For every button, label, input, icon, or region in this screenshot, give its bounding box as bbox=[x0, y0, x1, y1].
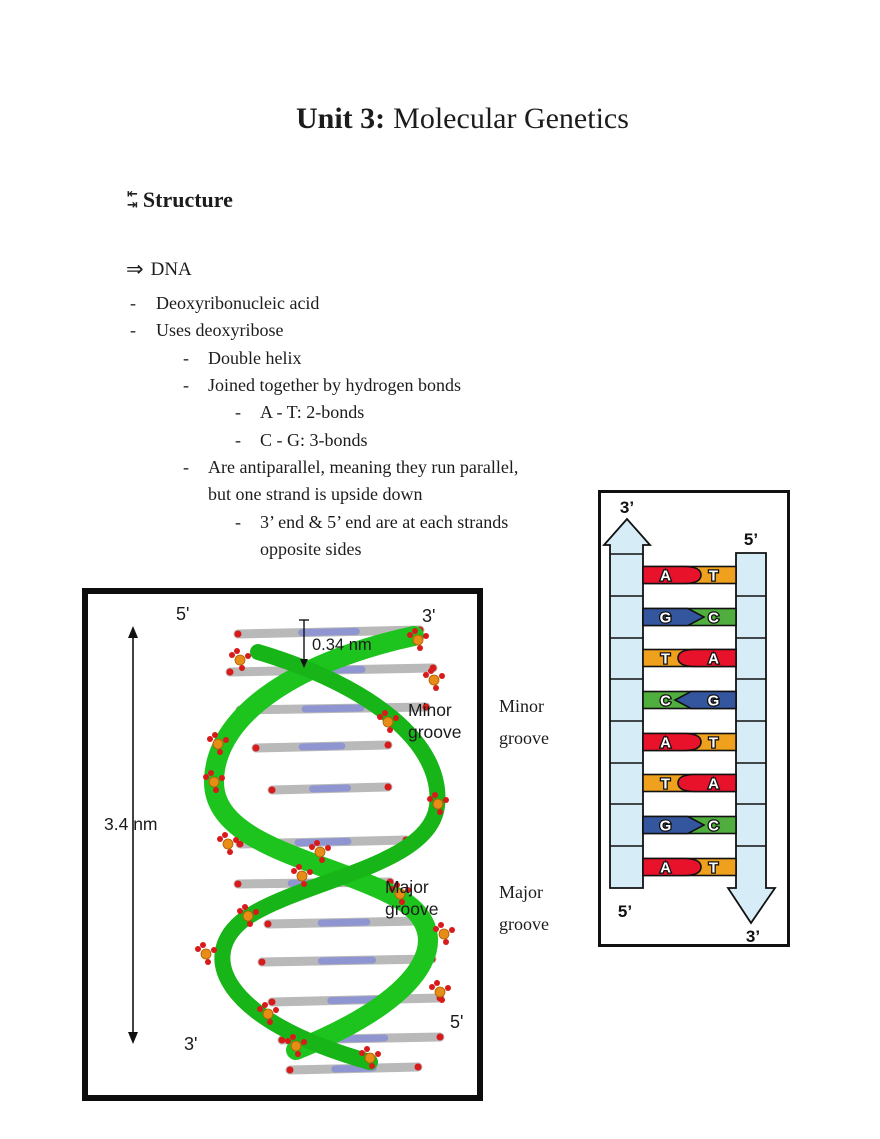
title-regular-part: Molecular Genetics bbox=[393, 102, 629, 135]
ladder-svg: 3’ 5’ 5’ 3’ A T G C T A C G A T T A G C A T bbox=[602, 498, 777, 944]
list-bullet: - bbox=[130, 320, 136, 341]
list-item-text: C - G: 3-bonds bbox=[260, 429, 368, 450]
left-base-letter: T bbox=[661, 776, 670, 793]
ladder-left-3prime-label: 3’ bbox=[620, 498, 634, 517]
helix-label-3prime-top: 3' bbox=[422, 606, 435, 626]
list-bullet: - bbox=[235, 429, 241, 450]
pitch-arrow bbox=[128, 626, 138, 1044]
list-item: - Uses deoxyribose bbox=[128, 317, 648, 344]
list-item-text: but one strand is upside down bbox=[208, 484, 423, 505]
helix-minor-groove-line2: groove bbox=[408, 722, 462, 742]
list-bullet: - bbox=[183, 457, 189, 478]
list-bullet: - bbox=[130, 293, 136, 313]
list-item: - Are antiparallel, meaning they run para… bbox=[128, 454, 648, 481]
double-arrow-icon: ⇒ bbox=[126, 257, 144, 281]
helix-rise-label: 0.34 nm bbox=[312, 636, 372, 654]
base-pointer bbox=[673, 690, 737, 710]
list-item-text: Joined together by hydrogen bonds bbox=[208, 375, 461, 396]
ladder-right-5prime-label: 5’ bbox=[744, 530, 758, 549]
helix-decoration bbox=[195, 625, 455, 1075]
right-base-letter: C bbox=[708, 610, 719, 627]
list-item: -A - T: 2-bonds bbox=[128, 399, 648, 426]
notes-list: - Deoxyribonucleic acid - Uses deoxyribose -… bbox=[128, 290, 648, 563]
helix-art: 5' 3' 0.34 nm 3.4 nm Minor groove Major … bbox=[104, 604, 463, 1075]
right-base-letter: T bbox=[709, 860, 718, 877]
subsection-dna: ⇒ DNA bbox=[126, 256, 192, 281]
left-base-letter: A bbox=[660, 860, 671, 877]
left-base-letter: T bbox=[661, 651, 670, 668]
base-pointer bbox=[642, 857, 702, 877]
base-pointer bbox=[642, 565, 702, 585]
list-item: - Deoxyribonucleic acid bbox=[128, 290, 648, 317]
list-bullet: - bbox=[183, 375, 189, 396]
dna-ladder-figure[interactable]: 3’ 5’ 5’ 3’ A T G C T A C G A T T A G C A T bbox=[598, 490, 790, 947]
base-pointer bbox=[677, 773, 737, 793]
helix-label-5prime-top: 5' bbox=[176, 604, 189, 624]
minor-groove-label: Minor groove bbox=[499, 696, 549, 748]
base-pointer bbox=[677, 648, 737, 668]
list-item: -3’ end & 5’ end are at each strands bbox=[128, 509, 648, 536]
helix-pitch-label: 3.4 nm bbox=[104, 814, 158, 834]
helix-major-groove-line1: Major bbox=[385, 877, 429, 897]
subsection-label: DNA bbox=[150, 259, 192, 280]
list-item-text: A - T: 2-bonds bbox=[260, 402, 365, 423]
helix-label-5prime-bottom: 5' bbox=[450, 1012, 463, 1032]
base-pointer bbox=[642, 815, 706, 835]
right-strand bbox=[726, 552, 777, 925]
left-base-letter: G bbox=[660, 818, 672, 835]
helix-minor-groove-line1: Minor bbox=[408, 700, 452, 720]
right-base-letter: T bbox=[709, 735, 718, 752]
title-bold-part: Unit 3: bbox=[296, 102, 386, 135]
list-item: - Double helix bbox=[128, 345, 648, 372]
right-base-letter: C bbox=[708, 818, 719, 835]
section-label: Structure bbox=[142, 187, 233, 212]
left-base-letter: A bbox=[660, 735, 671, 752]
tab-right-arrow: ⇥ bbox=[127, 198, 138, 213]
ladder-left-5prime-label: 5’ bbox=[618, 902, 632, 921]
list-bullet: - bbox=[183, 347, 189, 368]
left-base-letter: G bbox=[660, 610, 672, 627]
tab-arrows-icon: ⇤ ⇥ bbox=[127, 187, 138, 213]
list-item-text: Are antiparallel, meaning they run paral… bbox=[208, 457, 519, 478]
rise-measure bbox=[299, 619, 309, 668]
right-base-letter: T bbox=[709, 568, 718, 585]
left-base-letter: C bbox=[660, 693, 671, 710]
list-item-text: Double helix bbox=[208, 347, 302, 368]
list-item-text: 3’ end & 5’ end are at each strands bbox=[260, 511, 509, 532]
list-bullet: - bbox=[235, 402, 241, 423]
list-item: but one strand is upside down bbox=[128, 481, 648, 508]
ladder-right-3prime-label: 3’ bbox=[746, 927, 760, 944]
right-base-letter: A bbox=[708, 776, 719, 793]
list-item-text: Deoxyribonucleic acid bbox=[156, 293, 320, 313]
base-pointer bbox=[642, 732, 702, 752]
major-groove-label: Major groove bbox=[499, 882, 549, 934]
list-item-text: Uses deoxyribose bbox=[156, 320, 284, 341]
list-item: opposite sides bbox=[128, 536, 648, 563]
section-heading-structure: ⇤ ⇥ Structure bbox=[127, 187, 233, 213]
dna-helix-figure[interactable]: 5' 3' 0.34 nm 3.4 nm Minor groove Major … bbox=[82, 588, 483, 1101]
list-item: -C - G: 3-bonds bbox=[128, 427, 648, 454]
right-base-letter: A bbox=[708, 651, 719, 668]
base-pointer bbox=[642, 607, 706, 627]
list-bullet: - bbox=[235, 511, 241, 532]
helix-major-groove-line2: groove bbox=[385, 899, 439, 919]
list-item-text: opposite sides bbox=[260, 539, 362, 560]
left-base-letter: A bbox=[660, 568, 671, 585]
list-item: - Joined together by hydrogen bonds bbox=[128, 372, 648, 399]
tab-left-arrow: ⇤ bbox=[127, 187, 138, 202]
page-title: Unit 3: Molecular Genetics bbox=[296, 102, 629, 136]
helix-label-3prime-bottom: 3' bbox=[184, 1034, 197, 1054]
right-base-letter: G bbox=[708, 693, 720, 710]
